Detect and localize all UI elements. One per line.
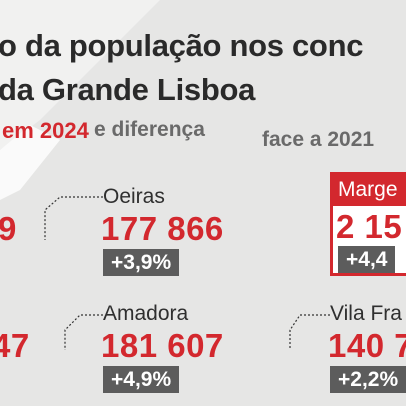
change-badge: +4,9%	[103, 366, 180, 393]
population: 47	[0, 327, 30, 364]
title-line: da Grande Lisboa	[0, 72, 256, 107]
population: 177 866	[101, 210, 224, 247]
subtitle-text: face a 2021	[262, 128, 375, 151]
population: 140 7	[328, 327, 406, 364]
population: 9	[0, 210, 17, 247]
municipality-name: Oeiras	[103, 185, 165, 208]
municipality-name: Vila Fra	[330, 302, 402, 325]
change-badge: +3,9%	[103, 249, 180, 276]
highlight-header	[330, 172, 406, 206]
population: 181 607	[101, 327, 224, 364]
title-line: o da população nos conc	[0, 28, 364, 63]
subtitle-text: e diferença	[94, 118, 205, 141]
population: 2 15	[336, 208, 403, 245]
municipality-name: Marge	[338, 178, 398, 201]
change-badge: +2,2%	[330, 366, 406, 393]
municipality-name: Amadora	[103, 302, 189, 325]
subtitle-year: em 2024	[2, 118, 89, 143]
change-badge: +4,4	[338, 246, 396, 273]
